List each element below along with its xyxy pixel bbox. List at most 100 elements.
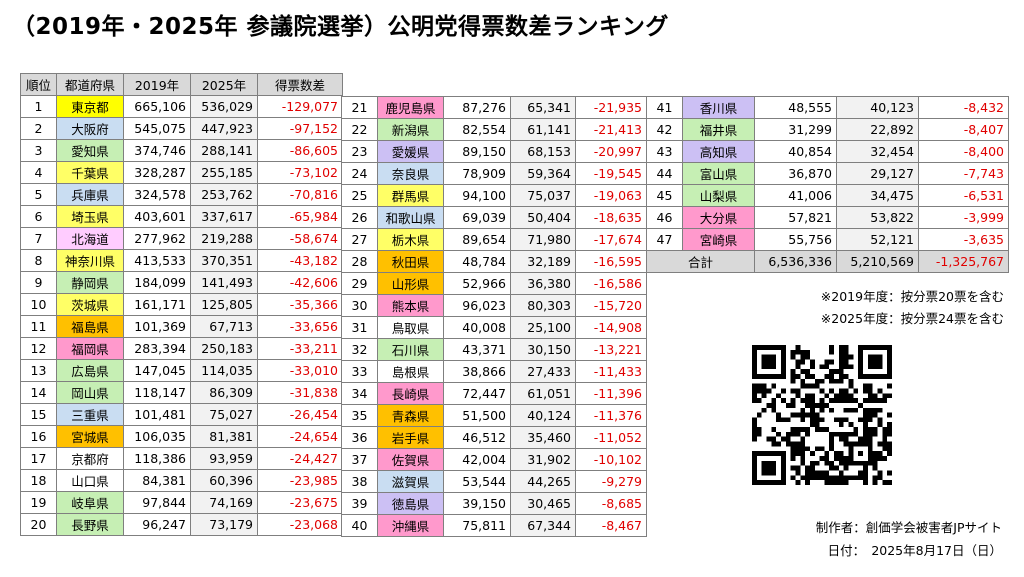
qr-code-icon[interactable]	[752, 345, 892, 485]
table-row: 16 宮城県 106,035 81,381 -24,654	[20, 425, 343, 448]
prefecture-cell: 愛知県	[56, 139, 124, 162]
table-row: 8 神奈川県 413,533 370,351 -43,182	[20, 249, 343, 272]
vote-diff-cell: -8,467	[575, 514, 647, 537]
votes-2019-cell: 75,811	[443, 514, 511, 537]
votes-2025-cell: 59,364	[510, 162, 576, 185]
votes-2025-cell: 53,822	[836, 206, 919, 229]
header-2019: 2019年	[123, 73, 191, 96]
rank-cell: 47	[646, 228, 683, 251]
prefecture-cell: 栃木県	[377, 228, 444, 251]
table-row: 11 福島県 101,369 67,713 -33,656	[20, 315, 343, 338]
vote-diff-cell: -3,999	[918, 206, 1009, 229]
rank-cell: 44	[646, 162, 683, 185]
votes-2019-cell: 413,533	[123, 249, 191, 272]
votes-2025-cell: 68,153	[510, 140, 576, 163]
table-row: 32 石川県 43,371 30,150 -13,221	[341, 338, 647, 361]
table-row: 29 山形県 52,966 36,380 -16,586	[341, 272, 647, 295]
table-row: 27 栃木県 89,654 71,980 -17,674	[341, 228, 647, 251]
table-row: 19 岐阜県 97,844 74,169 -23,675	[20, 491, 343, 514]
votes-2025-cell: 288,141	[190, 139, 258, 162]
vote-diff-cell: -33,010	[257, 359, 343, 382]
votes-2025-cell: 31,902	[510, 448, 576, 471]
votes-2019-cell: 89,150	[443, 140, 511, 163]
table-row: 17 京都府 118,386 93,959 -24,427	[20, 447, 343, 470]
vote-diff-cell: -86,605	[257, 139, 343, 162]
votes-2019-cell: 41,006	[754, 184, 837, 207]
vote-diff-cell: -8,400	[918, 140, 1009, 163]
votes-2025-cell: 253,762	[190, 183, 258, 206]
prefecture-cell: 三重県	[56, 403, 124, 426]
votes-2019-cell: 36,870	[754, 162, 837, 185]
rank-cell: 26	[341, 206, 378, 229]
table-row: 21 鹿児島県 87,276 65,341 -21,935	[341, 96, 647, 119]
votes-2025-cell: 44,265	[510, 470, 576, 493]
table-row: 43 高知県 40,854 32,454 -8,400	[646, 140, 1009, 163]
table-row: 18 山口県 84,381 60,396 -23,985	[20, 469, 343, 492]
vote-diff-cell: -15,720	[575, 294, 647, 317]
votes-2019-cell: 96,023	[443, 294, 511, 317]
rank-cell: 15	[20, 403, 57, 426]
votes-2025-cell: 30,150	[510, 338, 576, 361]
rank-cell: 22	[341, 118, 378, 141]
prefecture-cell: 大阪府	[56, 117, 124, 140]
rank-cell: 21	[341, 96, 378, 119]
votes-2025-cell: 86,309	[190, 381, 258, 404]
votes-2025-cell: 25,100	[510, 316, 576, 339]
vote-diff-cell: -13,221	[575, 338, 647, 361]
votes-2019-cell: 48,784	[443, 250, 511, 273]
votes-2025-cell: 65,341	[510, 96, 576, 119]
prefecture-cell: 山口県	[56, 469, 124, 492]
votes-2025-cell: 114,035	[190, 359, 258, 382]
vote-diff-cell: -42,606	[257, 271, 343, 294]
votes-2019-cell: 665,106	[123, 95, 191, 118]
votes-2019-cell: 57,821	[754, 206, 837, 229]
prefecture-cell: 東京都	[56, 95, 124, 118]
table-row: 7 北海道 277,962 219,288 -58,674	[20, 227, 343, 250]
prefecture-cell: 神奈川県	[56, 249, 124, 272]
prefecture-cell: 秋田県	[377, 250, 444, 273]
table-row: 41 香川県 48,555 40,123 -8,432	[646, 96, 1009, 119]
table-row: 34 長崎県 72,447 61,051 -11,396	[341, 382, 647, 405]
rank-cell: 9	[20, 271, 57, 294]
vote-diff-cell: -20,997	[575, 140, 647, 163]
table-row: 2 大阪府 545,075 447,923 -97,152	[20, 117, 343, 140]
table-row: 10 茨城県 161,171 125,805 -35,366	[20, 293, 343, 316]
vote-diff-cell: -70,816	[257, 183, 343, 206]
total-label: 合計	[646, 250, 755, 273]
votes-2025-cell: 52,121	[836, 228, 919, 251]
votes-2019-cell: 118,147	[123, 381, 191, 404]
votes-2019-cell: 277,962	[123, 227, 191, 250]
table-row: 42 福井県 31,299 22,892 -8,407	[646, 118, 1009, 141]
votes-2019-cell: 82,554	[443, 118, 511, 141]
total-row: 合計 6,536,336 5,210,569 -1,325,767	[646, 250, 1009, 273]
votes-2019-cell: 118,386	[123, 447, 191, 470]
prefecture-cell: 福井県	[682, 118, 755, 141]
table-row: 33 島根県 38,866 27,433 -11,433	[341, 360, 647, 383]
prefecture-cell: 和歌山県	[377, 206, 444, 229]
total-2019: 6,536,336	[754, 250, 837, 273]
votes-2025-cell: 32,454	[836, 140, 919, 163]
rank-cell: 19	[20, 491, 57, 514]
table-row: 39 徳島県 39,150 30,465 -8,685	[341, 492, 647, 515]
prefecture-cell: 京都府	[56, 447, 124, 470]
votes-2025-cell: 40,124	[510, 404, 576, 427]
prefecture-cell: 鳥取県	[377, 316, 444, 339]
votes-2019-cell: 31,299	[754, 118, 837, 141]
table-row: 36 岩手県 46,512 35,460 -11,052	[341, 426, 647, 449]
votes-2019-cell: 78,909	[443, 162, 511, 185]
prefecture-cell: 佐賀県	[377, 448, 444, 471]
page-title: （2019年・2025年 参議院選挙）公明党得票数差ランキング	[12, 14, 669, 40]
votes-2019-cell: 403,601	[123, 205, 191, 228]
total-2025: 5,210,569	[836, 250, 919, 273]
rank-cell: 2	[20, 117, 57, 140]
prefecture-cell: 石川県	[377, 338, 444, 361]
votes-2019-cell: 39,150	[443, 492, 511, 515]
table-row: 9 静岡県 184,099 141,493 -42,606	[20, 271, 343, 294]
rank-cell: 5	[20, 183, 57, 206]
prefecture-cell: 山形県	[377, 272, 444, 295]
header-rank: 順位	[20, 73, 57, 96]
table-row: 1 東京都 665,106 536,029 -129,077	[20, 95, 343, 118]
header-pref: 都道府県	[56, 73, 124, 96]
prefecture-cell: 兵庫県	[56, 183, 124, 206]
vote-diff-cell: -18,635	[575, 206, 647, 229]
